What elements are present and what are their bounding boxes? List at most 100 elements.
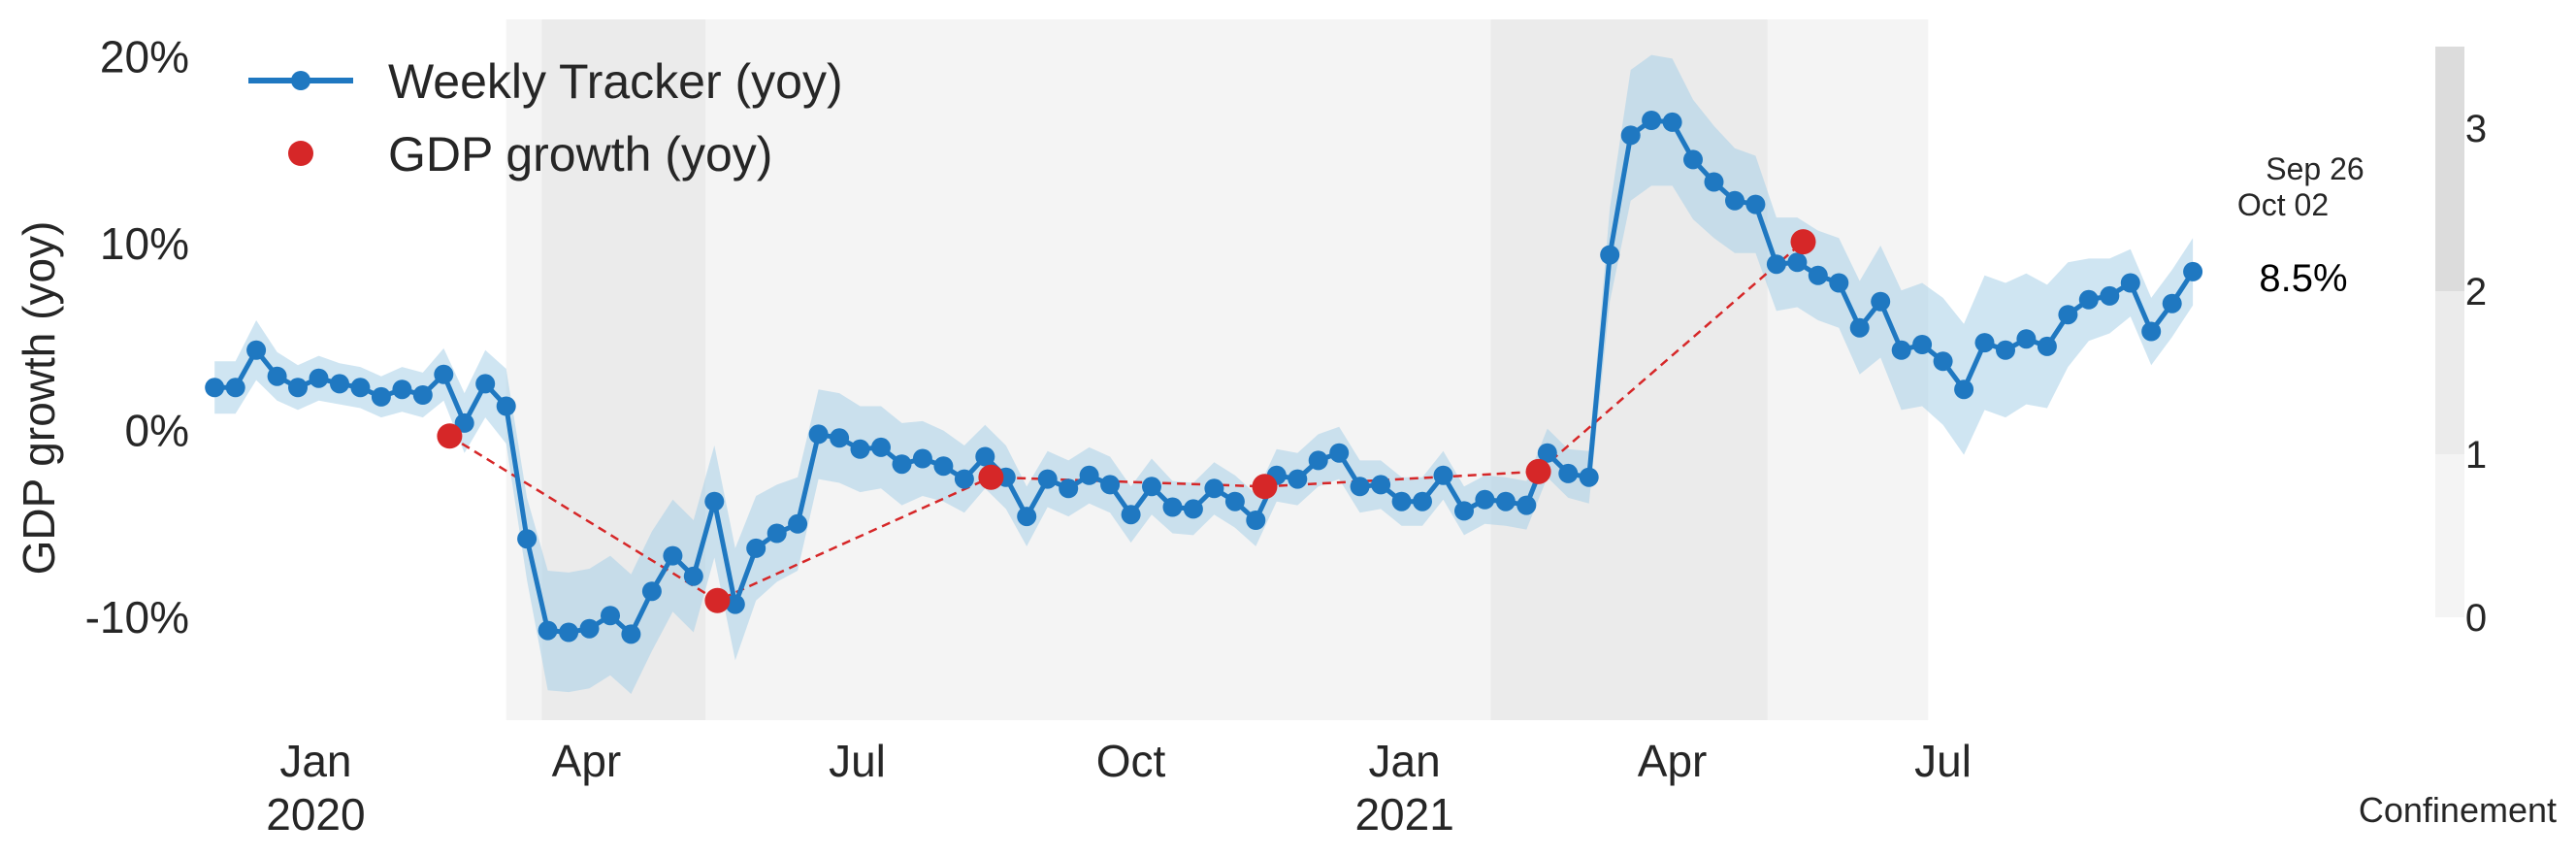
weekly-point-84 xyxy=(1954,379,1974,400)
weekly-point-75 xyxy=(1766,254,1786,275)
y-axis: 20% 10% 0% -10% xyxy=(85,32,189,643)
weekly-point-83 xyxy=(1933,351,1953,372)
colorbar-tick-1: 2 xyxy=(2465,271,2487,313)
legend-weekly-label: Weekly Tracker (yoy) xyxy=(388,54,843,109)
colorbar-segment-3 xyxy=(2435,47,2464,291)
weekly-point-26 xyxy=(746,538,766,558)
weekly-point-49 xyxy=(1224,491,1245,511)
x-tick-label-4: Jan xyxy=(1369,736,1441,786)
weekly-point-89 xyxy=(2058,305,2078,325)
weekly-point-85 xyxy=(1974,333,1995,353)
weekly-point-59 xyxy=(1433,465,1453,485)
weekly-point-57 xyxy=(1391,491,1412,511)
weekly-point-17 xyxy=(559,622,579,643)
weekly-point-45 xyxy=(1142,477,1161,497)
weekly-point-93 xyxy=(2141,321,2162,342)
weekly-point-68 xyxy=(1620,125,1641,146)
weekly-point-52 xyxy=(1288,469,1308,489)
weekly-point-13 xyxy=(475,374,496,394)
weekly-point-71 xyxy=(1683,149,1703,170)
weekly-point-63 xyxy=(1516,495,1537,515)
weekly-point-95 xyxy=(2183,261,2203,281)
weekly-point-34 xyxy=(912,448,932,469)
colorbar-label: Confinement xyxy=(2359,790,2557,830)
weekly-point-25 xyxy=(725,594,745,614)
weekly-point-20 xyxy=(621,624,641,644)
gdp-point-5 xyxy=(1790,229,1816,255)
weekly-point-5 xyxy=(309,368,329,388)
x-tick-year-0: 2020 xyxy=(266,789,365,840)
weekly-point-48 xyxy=(1204,478,1224,499)
legend-gdp-label: GDP growth (yoy) xyxy=(388,127,772,181)
weekly-point-94 xyxy=(2162,293,2182,313)
weekly-point-27 xyxy=(766,523,787,544)
weekly-point-62 xyxy=(1495,491,1516,511)
weekly-point-1 xyxy=(225,378,245,398)
weekly-point-92 xyxy=(2120,273,2140,293)
weekly-point-88 xyxy=(2037,336,2057,356)
weekly-point-33 xyxy=(892,454,912,475)
gdp-point-0 xyxy=(437,423,463,449)
weekly-point-60 xyxy=(1454,501,1474,521)
weekly-point-64 xyxy=(1537,443,1557,463)
weekly-point-8 xyxy=(371,386,391,407)
weekly-point-18 xyxy=(579,618,600,639)
y-tick-label-1: 10% xyxy=(100,218,189,269)
weekly-point-7 xyxy=(350,378,371,398)
weekly-point-16 xyxy=(538,620,558,641)
weekly-point-22 xyxy=(663,545,683,566)
gdp-point-4 xyxy=(1525,458,1551,484)
weekly-point-10 xyxy=(412,385,433,405)
weekly-point-77 xyxy=(1808,265,1828,285)
colorbar-segment-1 xyxy=(2435,454,2464,617)
x-tick-label-5: Apr xyxy=(1638,736,1708,786)
weekly-tracker-series xyxy=(205,111,2203,644)
weekly-point-56 xyxy=(1371,475,1391,495)
x-tick-label-1: Apr xyxy=(552,736,622,786)
weekly-point-19 xyxy=(601,606,620,626)
weekly-point-36 xyxy=(954,469,974,489)
weekly-point-69 xyxy=(1642,111,1662,130)
weekly-point-90 xyxy=(2078,289,2099,310)
weekly-point-72 xyxy=(1704,172,1724,192)
colorbar-tick-0: 3 xyxy=(2465,108,2487,150)
weekly-point-0 xyxy=(205,378,225,398)
weekly-point-91 xyxy=(2100,285,2120,306)
weekly-point-31 xyxy=(850,439,870,459)
annotation-date-end: Oct 02 xyxy=(2237,187,2329,222)
weekly-point-67 xyxy=(1600,245,1620,265)
annotation-date-start: Sep 26 xyxy=(2266,151,2364,186)
weekly-point-61 xyxy=(1475,489,1495,510)
weekly-point-28 xyxy=(788,513,808,534)
weekly-point-46 xyxy=(1162,497,1183,517)
weekly-point-32 xyxy=(871,437,891,457)
weekly-point-4 xyxy=(288,378,308,398)
weekly-point-42 xyxy=(1079,465,1099,485)
weekly-point-86 xyxy=(1996,340,2015,360)
weekly-point-87 xyxy=(2016,329,2037,349)
weekly-point-82 xyxy=(1912,335,1933,354)
weekly-point-74 xyxy=(1745,194,1766,214)
weekly-point-81 xyxy=(1891,340,1911,360)
weekly-point-50 xyxy=(1246,511,1266,530)
weekly-point-14 xyxy=(496,396,516,416)
legend-gdp-marker xyxy=(288,141,313,166)
weekly-point-70 xyxy=(1662,112,1682,132)
weekly-point-65 xyxy=(1558,463,1579,483)
weekly-point-40 xyxy=(1037,469,1058,489)
weekly-point-39 xyxy=(1017,507,1037,527)
weekly-point-3 xyxy=(267,366,287,386)
weekly-point-76 xyxy=(1787,252,1808,273)
colorbar-segment-2 xyxy=(2435,291,2464,454)
weekly-point-55 xyxy=(1350,477,1370,497)
weekly-point-44 xyxy=(1121,505,1141,525)
colorbar-tick-3: 0 xyxy=(2465,597,2487,640)
weekly-point-15 xyxy=(517,529,538,549)
weekly-point-9 xyxy=(392,379,412,400)
weekly-point-54 xyxy=(1329,443,1350,463)
weekly-point-35 xyxy=(933,456,954,477)
y-tick-label-3: -10% xyxy=(85,592,189,643)
y-tick-label-0: 20% xyxy=(100,32,189,82)
